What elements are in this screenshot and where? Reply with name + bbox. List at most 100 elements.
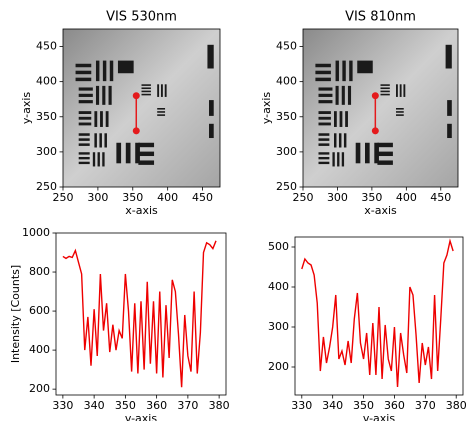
target-bar: [138, 142, 155, 148]
x-tick-label: 340: [84, 399, 105, 412]
y-tick-label: 200: [268, 360, 289, 373]
target-bar: [160, 84, 163, 97]
target-bar: [157, 108, 166, 110]
overlay-point: [371, 92, 379, 100]
target-bar: [347, 85, 352, 105]
target-bar: [99, 133, 102, 148]
x-tick-label: 350: [353, 399, 374, 412]
target-bar: [209, 123, 214, 139]
target-bar: [78, 152, 90, 155]
target-bar: [380, 93, 390, 96]
target-bar: [342, 60, 346, 82]
target-bar: [341, 85, 345, 105]
axes-frame: [62, 28, 221, 188]
target-bar: [339, 111, 343, 127]
target-bar: [380, 87, 390, 90]
target-bar: [78, 111, 92, 115]
y-tick-label: 500: [268, 240, 289, 253]
target-bar: [445, 44, 452, 69]
x-axis-label: v-axis: [363, 412, 395, 421]
target-bar: [164, 84, 167, 97]
target-bar: [365, 142, 370, 164]
x-tick-label: 400: [396, 191, 417, 204]
target-bar: [94, 111, 98, 127]
x-tick-label: 350: [115, 399, 136, 412]
target-bar: [157, 111, 166, 113]
target-bar: [447, 100, 452, 116]
target-bar: [315, 63, 331, 68]
y-axis-label: y-axis: [20, 92, 33, 125]
target-bar: [357, 60, 373, 74]
x-tick-label: 350: [361, 191, 382, 204]
y-tick-label: 300: [276, 145, 297, 158]
target-bar: [318, 156, 330, 160]
y-tick-label: 400: [29, 343, 50, 356]
y-tick-label: 350: [276, 110, 297, 123]
target-bar: [396, 111, 404, 113]
target-bar: [332, 152, 335, 167]
target-bar: [94, 133, 97, 148]
target-bar: [78, 133, 90, 136]
y-tick-label: 1000: [22, 226, 50, 239]
x-tick-label: 250: [293, 191, 314, 204]
target-bar: [141, 87, 151, 90]
target-bar: [141, 93, 151, 96]
y-tick-label: 600: [29, 304, 50, 317]
axes-frame: [55, 232, 227, 396]
target-bar: [334, 133, 337, 148]
x-tick-label: 300: [327, 191, 348, 204]
target-bar: [335, 85, 339, 105]
target-bar: [104, 133, 107, 148]
target-bar: [117, 60, 134, 74]
x-tick-label: 360: [146, 399, 167, 412]
target-bar: [318, 161, 330, 165]
target-bar: [157, 84, 160, 97]
target-bar: [315, 77, 331, 82]
target-bar: [396, 108, 404, 110]
y-tick-label: 200: [29, 382, 50, 395]
target-bar: [157, 114, 166, 116]
target-bar: [78, 138, 90, 141]
target-bar: [318, 152, 330, 155]
x-tick-label: 370: [415, 399, 436, 412]
x-tick-label: 250: [53, 191, 74, 204]
target-bar: [75, 70, 92, 75]
x-tick-label: 380: [209, 399, 230, 412]
target-bar: [78, 143, 90, 146]
target-bar: [78, 93, 93, 97]
target-bar: [447, 123, 452, 139]
target-bar: [396, 84, 398, 97]
target-bar: [116, 142, 122, 164]
y-tick-label: 450: [36, 40, 57, 53]
y-tick-label: 250: [276, 180, 297, 193]
target-bar: [377, 160, 393, 165]
target-bar: [318, 111, 331, 115]
target-bar: [97, 152, 100, 167]
target-bar: [105, 111, 109, 127]
y-tick-label: 300: [36, 145, 57, 158]
target-bar: [396, 114, 404, 116]
target-bar: [318, 100, 333, 104]
target-bar: [78, 116, 92, 120]
target-bar: [95, 60, 100, 82]
axes-frame: [302, 28, 459, 188]
y-axis-label: y-axis: [260, 92, 273, 125]
target-bar: [78, 122, 92, 126]
x-tick-label: 370: [177, 399, 198, 412]
x-tick-label: 450: [192, 191, 213, 204]
target-bar: [334, 111, 337, 127]
target-bar: [338, 133, 342, 148]
y-tick-label: 250: [36, 180, 57, 193]
x-axis-label: x-axis: [364, 204, 397, 217]
x-tick-label: 330: [291, 399, 312, 412]
target-bar: [102, 152, 105, 167]
target-bar: [141, 90, 151, 93]
target-bar: [399, 84, 402, 97]
target-bar: [318, 87, 333, 91]
y-tick-label: 300: [268, 320, 289, 333]
chart-title: VIS 810nm: [345, 10, 416, 25]
target-bar: [318, 143, 330, 146]
y-tick-label: 800: [29, 265, 50, 278]
y-tick-label: 350: [36, 110, 57, 123]
